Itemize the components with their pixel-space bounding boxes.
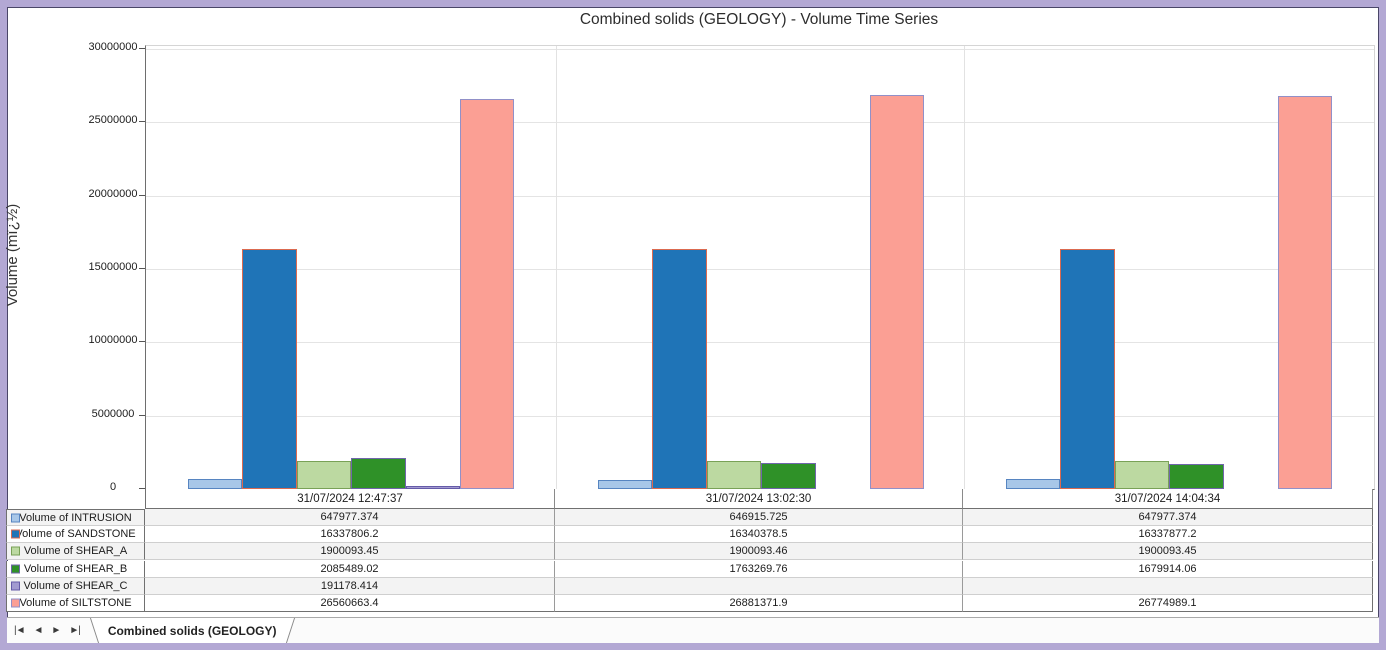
bar-sandstone (1060, 249, 1115, 489)
value-cell-shear-c: 191178.414 (145, 577, 555, 595)
category-separator (964, 46, 965, 489)
h-gridline (146, 49, 1374, 50)
legend-label: Volume of SHEAR_C (23, 579, 128, 592)
y-tick-label: 20000000 (88, 187, 138, 200)
y-tick-mark (139, 414, 145, 416)
value-cell-sandstone: 16337877.2 (963, 526, 1373, 544)
table-date-header: 31/07/2024 13:02:30 (555, 489, 963, 509)
legend-swatch-shear-a (11, 546, 20, 556)
value-cell-shear-a: 1900093.45 (963, 543, 1373, 561)
bar-siltstone (1278, 96, 1333, 489)
h-gridline (146, 342, 1374, 344)
tab-nav-buttons: |◄ ◄ ► ►| (7, 618, 90, 643)
bar-shear-b (351, 458, 406, 489)
y-tick-mark (139, 341, 145, 343)
y-tick-mark (139, 268, 145, 269)
value-cell-shear-c (555, 577, 963, 595)
bar-shear-c (405, 486, 460, 489)
legend-item-intrusion: Volume of INTRUSION (6, 509, 145, 527)
tab-combined-solids-geology[interactable]: Combined solids (GEOLOGY) (101, 618, 283, 643)
legend-swatch-shear-c (11, 581, 20, 591)
bar-sandstone (242, 249, 297, 489)
legend-label: Volume of SILTSTONE (19, 596, 132, 609)
legend-label: Volume of INTRUSION (19, 511, 132, 524)
value-cell-shear-a: 1900093.45 (145, 543, 555, 561)
value-cell-siltstone: 26560663.4 (145, 594, 555, 612)
value-cell-siltstone: 26774989.1 (963, 594, 1373, 612)
h-gridline (146, 269, 1374, 270)
bar-siltstone (460, 99, 515, 489)
bar-intrusion (188, 479, 243, 489)
bar-shear-b (1169, 464, 1224, 489)
bar-intrusion (1006, 479, 1061, 489)
nav-first-icon[interactable]: |◄ (14, 625, 25, 636)
bar-sandstone (652, 249, 707, 489)
bar-shear-a (296, 461, 352, 489)
legend-swatch-intrusion (11, 513, 20, 523)
bar-siltstone (870, 94, 925, 489)
legend-label: Volume of SHEAR_B (23, 562, 128, 575)
y-tick-label: 30000000 (88, 41, 138, 53)
y-tick-label: 0 (109, 481, 117, 493)
y-tick-label: 25000000 (88, 114, 138, 127)
sheet-tab-bar: |◄ ◄ ► ►| Combined solids (GEOLOGY) (7, 617, 1379, 643)
h-gridline (146, 195, 1374, 197)
y-tick-label: 15000000 (88, 261, 138, 273)
value-cell-intrusion: 646915.725 (555, 509, 963, 527)
value-cell-shear-a: 1900093.46 (555, 543, 963, 561)
plot-area (145, 45, 1375, 490)
legend-item-shear-b: Volume of SHEAR_B (6, 560, 145, 578)
table-date-header: 31/07/2024 14:04:34 (963, 489, 1373, 509)
bar-shear-a (1114, 461, 1170, 489)
value-cell-sandstone: 16337806.2 (145, 526, 555, 544)
h-gridline (146, 122, 1374, 124)
legend-item-sandstone: Volume of SANDSTONE (6, 526, 145, 544)
chart-title: Combined solids (GEOLOGY) - Volume Time … (579, 11, 939, 28)
nav-prev-icon[interactable]: ◄ (33, 625, 44, 636)
legend-label: Volume of SHEAR_A (23, 545, 128, 558)
nav-next-icon[interactable]: ► (51, 625, 61, 636)
legend-swatch-shear-b (11, 564, 20, 574)
bar-shear-a (706, 461, 762, 489)
h-gridline (146, 415, 1374, 417)
value-cell-shear-b: 1763269.76 (555, 560, 963, 578)
y-tick-label: 10000000 (88, 334, 138, 347)
value-cell-intrusion: 647977.374 (963, 509, 1373, 527)
y-tick-mark (139, 121, 145, 123)
y-axis-title: Volume (mï¿½) (4, 203, 21, 307)
value-cell-siltstone: 26881371.9 (555, 594, 963, 612)
legend-item-siltstone: Volume of SILTSTONE (6, 594, 145, 612)
legend-swatch-sandstone (11, 529, 20, 539)
bar-shear-b (761, 463, 816, 489)
y-tick-label: 5000000 (91, 407, 135, 420)
y-tick-mark (139, 488, 145, 489)
legend-item-shear-a: Volume of SHEAR_A (6, 543, 145, 561)
y-tick-mark (139, 194, 145, 196)
tab-label: Combined solids (GEOLOGY) (107, 623, 277, 638)
legend-swatch-siltstone (11, 598, 20, 608)
nav-last-icon[interactable]: ►| (69, 625, 80, 636)
value-cell-sandstone: 16340378.5 (555, 526, 963, 544)
y-tick-mark (139, 48, 145, 49)
value-cell-shear-c (963, 577, 1373, 595)
table-date-header: 31/07/2024 12:47:37 (145, 489, 555, 509)
legend-item-shear-c: Volume of SHEAR_C (6, 577, 145, 595)
legend-label: Volume of SANDSTONE (15, 528, 136, 541)
value-cell-shear-b: 1679914.06 (963, 560, 1373, 578)
value-cell-shear-b: 2085489.02 (145, 560, 555, 578)
bar-intrusion (598, 479, 653, 489)
category-separator (556, 46, 557, 489)
value-cell-intrusion: 647977.374 (145, 509, 555, 527)
